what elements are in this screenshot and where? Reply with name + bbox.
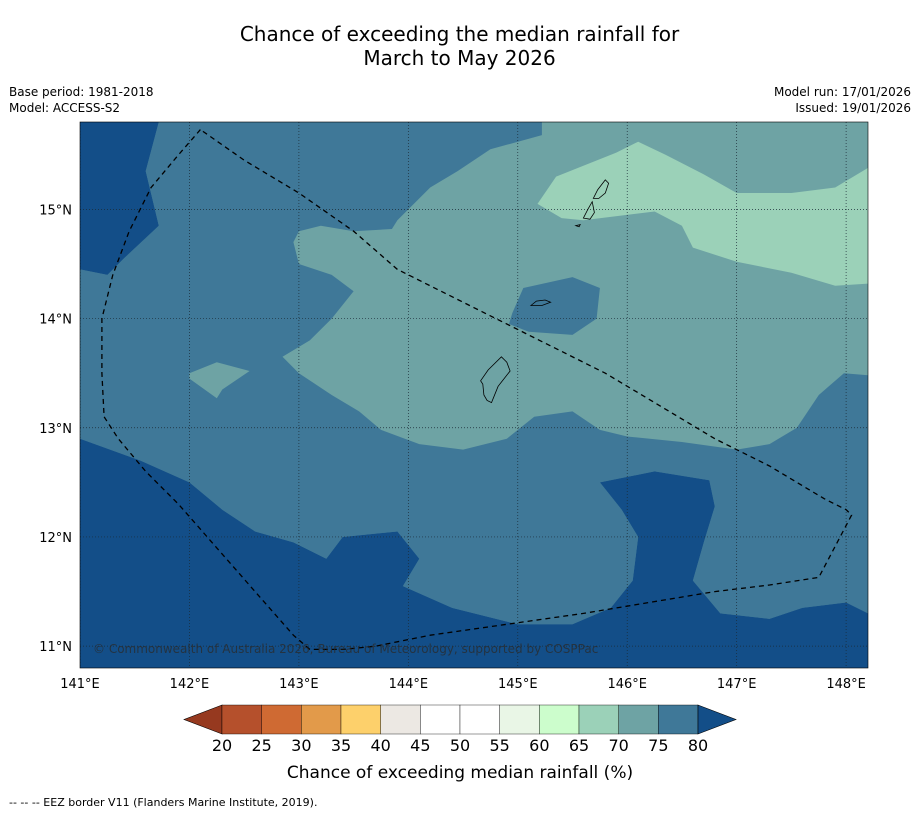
colorbar-tick-label: 35 [331,736,351,755]
colorbar-segment [340,704,381,735]
region-75-80-pocket [509,277,600,335]
colorbar-tick-label: 40 [370,736,390,755]
footer-note: -- -- -- EEZ border V11 (Flanders Marine… [9,796,318,809]
lon-tick-label: 145°E [498,677,538,692]
issued-text: Issued: 19/01/2026 [795,101,911,115]
region-60-70 [537,141,868,286]
lon-tick-label: 141°E [60,677,100,692]
region-80-west [80,122,159,275]
colorbar-segment [261,704,302,735]
lat-tick-label: 15°N [39,203,72,218]
island-aguijan [574,224,581,228]
colorbar-segment [578,704,619,735]
region-80-east [80,438,868,668]
colorbar-segment [499,704,540,735]
model-run-text: Model run: 17/01/2026 [773,85,911,99]
colorbar-segment [459,704,500,735]
island-tinian [582,200,595,220]
colorbar-tick-label: 55 [489,736,509,755]
colorbar-tick-label: 65 [569,736,589,755]
colorbar-tick-label: 60 [529,736,549,755]
lat-tick-label: 13°N [39,422,72,437]
lat-tick-label: 11°N [39,640,72,655]
colorbar-segment [301,704,342,735]
lon-tick-label: 143°E [279,677,319,692]
model-info: Base period: 1981-2018 Model: ACCESS-S2 [9,84,154,116]
colorbar-tick-label: 50 [450,736,470,755]
colorbar-tick-label: 30 [291,736,311,755]
region-70-75-small-west [189,362,250,399]
copyright-notice: © Commonwealth of Australia 2026, Bureau… [93,642,598,656]
colorbar-tick-label: 45 [410,736,430,755]
map-frame [79,121,869,669]
colorbar [183,704,737,735]
colorbar-title: Chance of exceeding median rainfall (%) [287,763,633,783]
colorbar-tick-label: 80 [688,736,708,755]
colorbar-segment [221,704,262,735]
island-guam [480,356,511,404]
colorbar-segment [539,704,580,735]
colorbar-tick-label: 20 [212,736,232,755]
colorbar-over-arrow [697,704,737,735]
chart-title: Chance of exceeding the median rainfall … [0,22,919,70]
lat-tick-label: 14°N [39,313,72,328]
eez-border [101,129,853,651]
model-text: Model: ACCESS-S2 [9,101,121,115]
island-saipan [592,179,610,199]
colorbar-segment [618,704,659,735]
colorbar-tick-label: 70 [608,736,628,755]
lat-tick-label: 12°N [39,531,72,546]
lon-tick-label: 146°E [607,677,647,692]
colorbar-tick-label: 25 [251,736,271,755]
island-rota [529,299,552,306]
colorbar-under-arrow [183,704,223,735]
region-75-80 [80,122,868,625]
lon-tick-label: 147°E [717,677,757,692]
colorbar-tick-label: 75 [648,736,668,755]
lon-tick-label: 142°E [170,677,210,692]
map-plot-area[interactable]: © Commonwealth of Australia 2026, Bureau… [80,122,868,668]
run-info: Model run: 17/01/2026 Issued: 19/01/2026 [774,84,911,116]
lon-tick-label: 148°E [826,677,866,692]
title-line-1: Chance of exceeding the median rainfall … [239,22,680,46]
lon-tick-label: 144°E [389,677,429,692]
colorbar-segment [420,704,461,735]
title-line-2: March to May 2026 [363,46,556,70]
colorbar-segment [380,704,421,735]
colorbar-segment [658,704,699,735]
base-period-text: Base period: 1981-2018 [9,85,154,99]
